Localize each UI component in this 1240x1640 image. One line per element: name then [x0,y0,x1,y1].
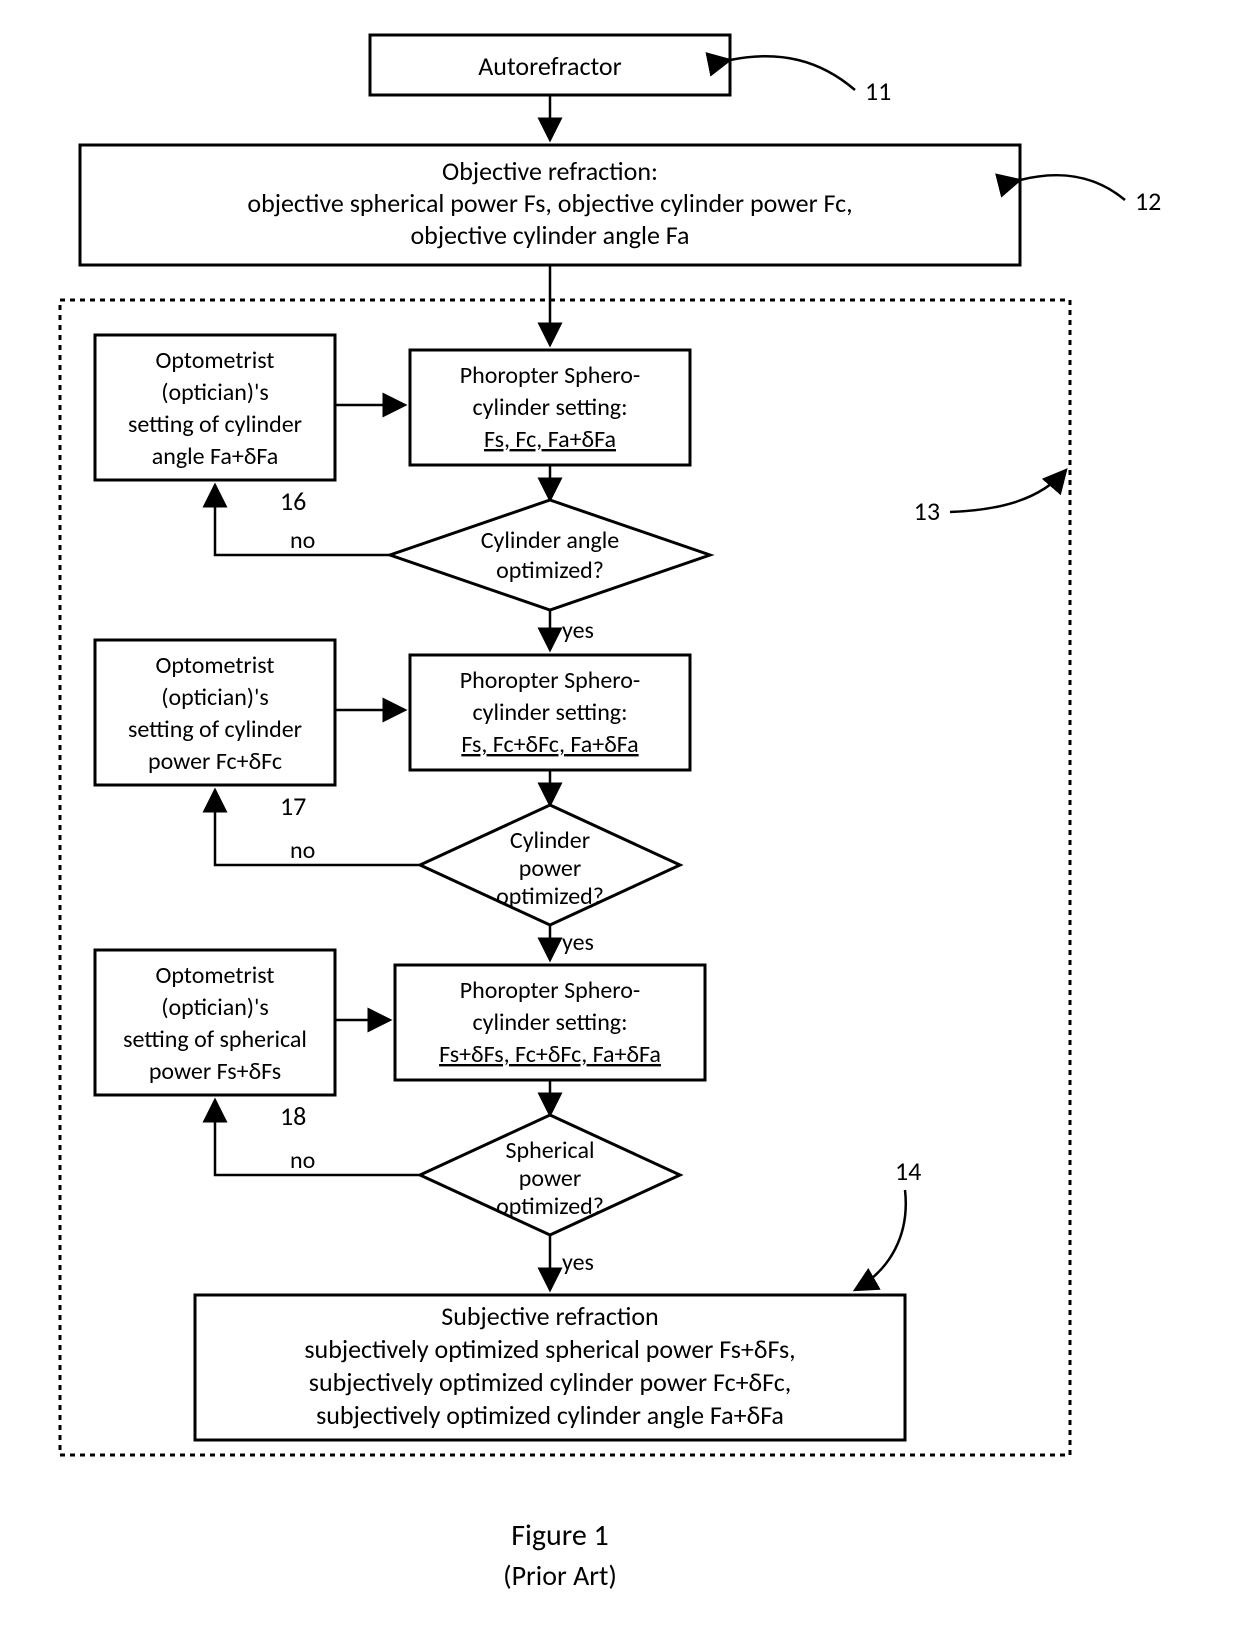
svg-text:power: power [519,854,581,883]
no-18: no [290,1146,315,1175]
svg-text:power Fc+δFc: power Fc+δFc [148,747,282,776]
caption-l1: Figure 1 [511,1517,609,1554]
ref-18: 18 [280,1100,306,1132]
svg-text:(optician)'s: (optician)'s [161,993,269,1022]
ref-12-leader [1020,175,1125,200]
yes-16: yes [562,616,594,645]
svg-text:Fs+δFs, Fc+δFc, Fa+δFa: Fs+δFs, Fc+δFc, Fa+δFa [439,1040,661,1069]
svg-text:Optometrist: Optometrist [156,346,275,375]
svg-text:Optometrist: Optometrist [156,651,275,680]
svg-text:Phoropter Sphero-: Phoropter Sphero- [460,666,641,695]
svg-text:cylinder setting:: cylinder setting: [472,393,627,422]
ref-16: 16 [280,485,306,517]
objective-l3: objective cylinder angle Fa [410,219,689,251]
svg-text:optimized?: optimized? [496,1192,604,1221]
svg-text:Spherical: Spherical [505,1136,594,1165]
node-d16 [390,500,710,610]
svg-text:power: power [519,1164,581,1193]
svg-text:(optician)'s: (optician)'s [161,683,269,712]
svg-text:Fs, Fc+δFc, Fa+δFa: Fs, Fc+δFc, Fa+δFa [461,730,638,759]
svg-text:power Fs+δFs: power Fs+δFs [149,1057,281,1086]
no-16: no [290,526,315,555]
ref-17: 17 [280,790,306,822]
edge-d18-no [215,1100,420,1175]
ref-11-leader [730,56,855,90]
no-17: no [290,836,315,865]
svg-text:optimized?: optimized? [496,556,604,585]
svg-text:cylinder setting:: cylinder setting: [472,1008,627,1037]
ref-13-leader [950,470,1066,512]
ref-12: 12 [1135,185,1161,217]
edge-d17-no [215,790,420,865]
ref-14: 14 [895,1155,921,1187]
caption-l2: (Prior Art) [503,1558,617,1593]
svg-text:Subjective refraction: Subjective refraction [441,1300,658,1332]
objective-l1: Objective refraction: [442,155,658,187]
svg-text:Fs, Fc, Fa+δFa: Fs, Fc, Fa+δFa [484,425,616,454]
autorefractor-label: Autorefractor [478,50,621,82]
svg-text:setting of spherical: setting of spherical [123,1025,307,1054]
ref-14-leader [855,1190,906,1290]
svg-text:setting of cylinder: setting of cylinder [128,410,302,439]
svg-text:Cylinder: Cylinder [510,826,590,855]
yes-18: yes [562,1248,594,1277]
svg-text:Phoropter Sphero-: Phoropter Sphero- [460,976,641,1005]
svg-text:(optician)'s: (optician)'s [161,378,269,407]
svg-text:cylinder setting:: cylinder setting: [472,698,627,727]
svg-text:Cylinder angle: Cylinder angle [481,526,620,555]
objective-l2: objective spherical power Fs, objective … [247,187,852,219]
svg-text:setting of cylinder: setting of cylinder [128,715,302,744]
svg-text:angle Fa+δFa: angle Fa+δFa [152,442,279,471]
svg-text:optimized?: optimized? [496,882,604,911]
ref-11: 11 [865,75,891,107]
ref-13: 13 [914,495,940,527]
svg-text:Optometrist: Optometrist [156,961,275,990]
svg-text:Phoropter Sphero-: Phoropter Sphero- [460,361,641,390]
svg-text:subjectively optimized cylinde: subjectively optimized cylinder angle Fa… [316,1399,784,1431]
svg-text:subjectively optimized spheric: subjectively optimized spherical power F… [304,1333,795,1365]
flowchart: Autorefractor 11 Objective refraction: o… [0,0,1240,1640]
yes-17: yes [562,928,594,957]
svg-text:subjectively optimized cylinde: subjectively optimized cylinder power Fc… [309,1366,791,1398]
